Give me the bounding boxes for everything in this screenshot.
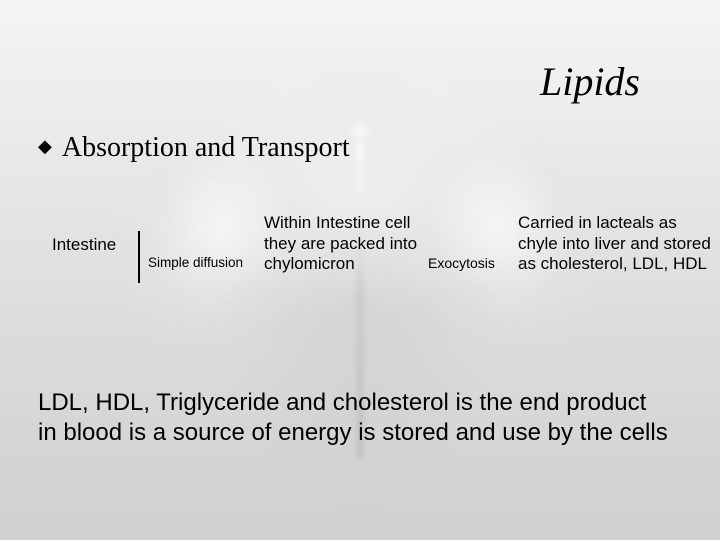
- bullet-text: Absorption and Transport: [62, 132, 350, 164]
- slide-title: Lipids: [540, 58, 640, 105]
- footer-paragraph: LDL, HDL, Triglyceride and cholesterol i…: [38, 388, 670, 448]
- diagram-label-exocytosis: Exocytosis: [428, 255, 495, 271]
- flow-diagram: Intestine Simple diffusion Within Intest…: [38, 205, 690, 325]
- bullet-item: ◆ Absorption and Transport: [38, 132, 350, 164]
- diagram-divider-line: [138, 231, 140, 283]
- diagram-label-simple-diffusion: Simple diffusion: [148, 255, 243, 270]
- bullet-marker-icon: ◆: [38, 137, 52, 155]
- diagram-label-intestine: Intestine: [52, 235, 116, 255]
- diagram-label-within-cell: Within Intestine cell they are packed in…: [264, 213, 424, 275]
- diagram-label-carried: Carried in lacteals as chyle into liver …: [518, 213, 713, 275]
- slide-content: Lipids ◆ Absorption and Transport Intest…: [0, 0, 720, 540]
